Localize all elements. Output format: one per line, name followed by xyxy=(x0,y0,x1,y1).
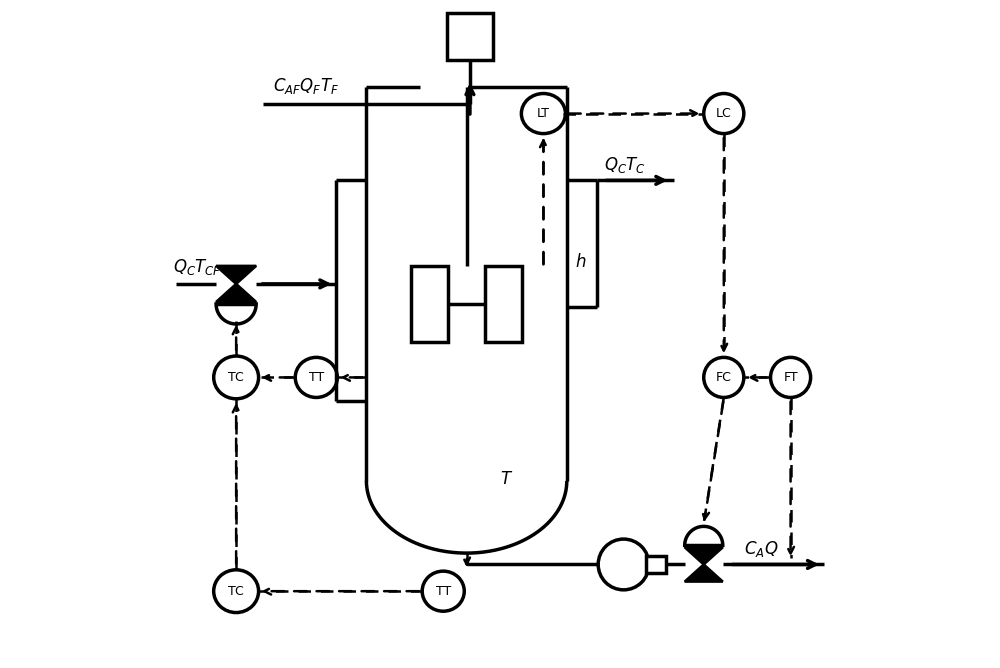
Polygon shape xyxy=(685,564,723,582)
Text: TC: TC xyxy=(228,371,244,384)
Text: TT: TT xyxy=(436,584,451,598)
Text: FT: FT xyxy=(783,371,798,384)
Text: TC: TC xyxy=(228,584,244,598)
Text: LC: LC xyxy=(716,107,732,120)
Bar xyxy=(646,556,666,572)
Polygon shape xyxy=(216,266,256,284)
Text: $C_A Q$: $C_A Q$ xyxy=(744,540,778,559)
Text: $Q_C T_{CF}$: $Q_C T_{CF}$ xyxy=(173,257,222,277)
Bar xyxy=(447,13,493,60)
Polygon shape xyxy=(685,547,723,564)
Text: $C_{AF}Q_F T_F$: $C_{AF}Q_F T_F$ xyxy=(273,75,339,96)
Text: LT: LT xyxy=(537,107,550,120)
Text: $T$: $T$ xyxy=(500,470,513,488)
Text: $Q_C T_C$: $Q_C T_C$ xyxy=(604,156,645,175)
Bar xyxy=(485,265,522,342)
Text: FC: FC xyxy=(716,371,732,384)
Text: TT: TT xyxy=(309,371,324,384)
Bar xyxy=(411,265,448,342)
Text: $h$: $h$ xyxy=(575,253,587,271)
Polygon shape xyxy=(216,284,256,302)
